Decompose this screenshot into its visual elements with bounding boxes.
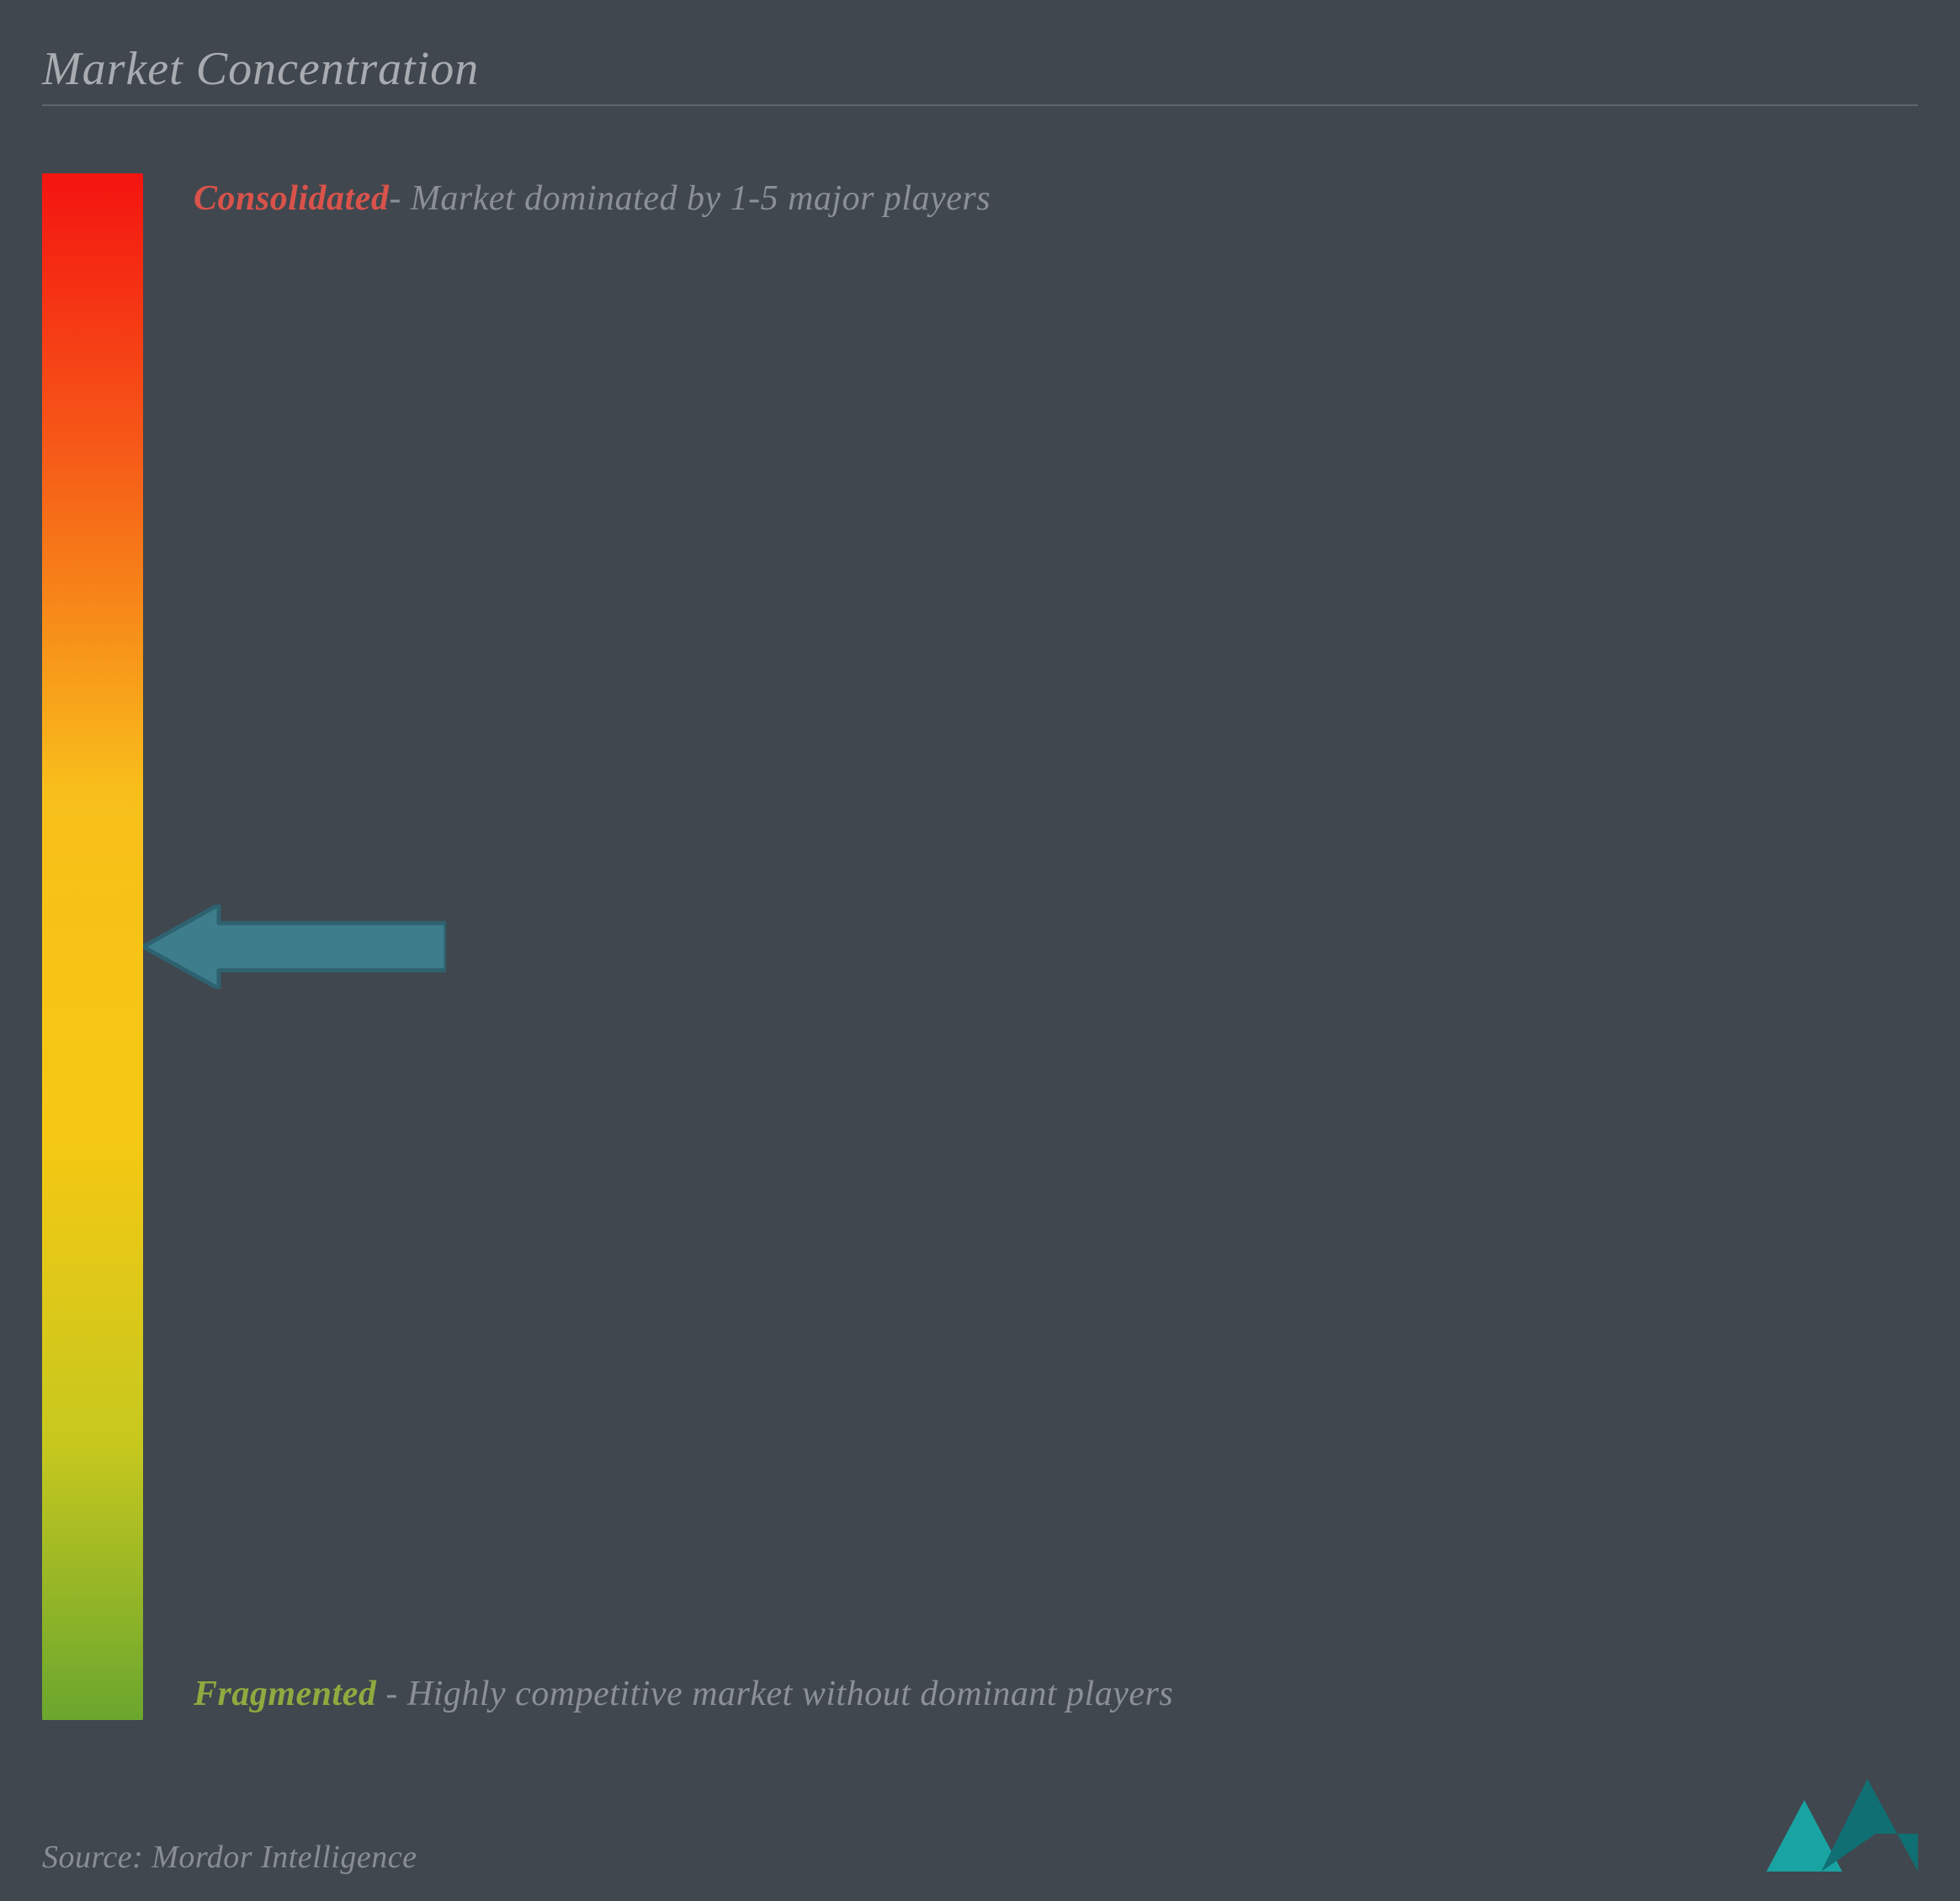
fragmented-label-row: Fragmented - Highly competitive market w… — [194, 1669, 1918, 1720]
fragmented-key: Fragmented — [194, 1675, 376, 1713]
indicator-arrow-row — [194, 905, 1918, 989]
footer: Source: Mordor Intelligence — [42, 1779, 1918, 1876]
indicator-arrow-icon — [143, 905, 446, 989]
title-divider — [42, 104, 1918, 106]
content-area: Consolidated- Market dominated by 1-5 ma… — [42, 173, 1918, 1720]
concentration-gradient-bar — [42, 173, 143, 1720]
chart-title: Market Concentration — [42, 42, 1918, 96]
source-text: Source: Mordor Intelligence — [42, 1839, 417, 1876]
labels-column: Consolidated- Market dominated by 1-5 ma… — [194, 173, 1918, 1720]
consolidated-desc: - Market dominated by 1-5 major players — [389, 179, 991, 218]
fragmented-desc: - Highly competitive market without domi… — [376, 1675, 1173, 1713]
brand-logo — [1766, 1779, 1918, 1876]
brand-logo-icon — [1766, 1779, 1918, 1872]
consolidated-key: Consolidated — [194, 179, 389, 218]
consolidated-label-row: Consolidated- Market dominated by 1-5 ma… — [194, 173, 1918, 225]
